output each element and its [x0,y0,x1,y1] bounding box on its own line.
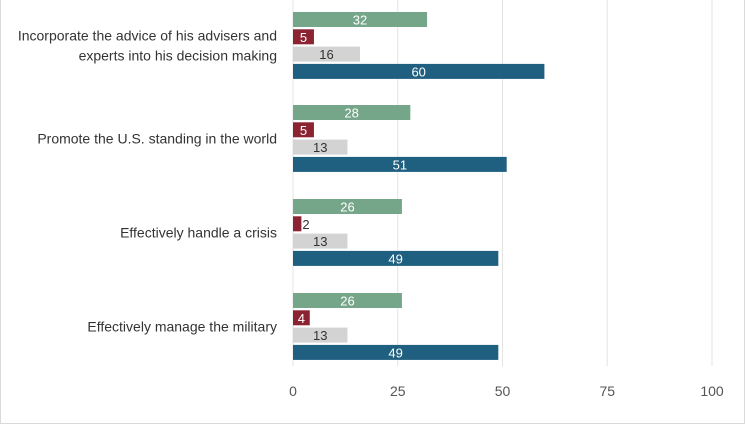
x-tick-label-0: 0 [289,383,297,399]
category-label-2-line-0: Effectively handle a crisis [120,224,277,240]
bar-cat2-series3 [293,250,499,266]
category-label-1-line-0: Promote the U.S. standing in the world [37,130,277,146]
category-label-0-line-0: Incorporate the advice of his advisers a… [18,27,277,43]
bar-cat2-series1 [293,216,302,232]
x-tick-label-75: 75 [599,383,615,399]
bar-cat3-series1 [293,310,310,326]
x-axis-ticks: 0 25 50 75 100 [289,383,724,399]
bar-label-cat3-series0: 26 [340,294,354,309]
bar-label-cat1-series3: 51 [393,157,407,172]
bar-label-cat0-series3: 60 [411,64,425,79]
bar-label-cat1-series1: 5 [300,123,307,138]
x-tick-label-25: 25 [390,383,406,399]
bar-cat0-series0 [293,12,428,27]
bar-label-cat2-series3: 49 [388,251,402,266]
bar-cat1-series3 [293,156,507,172]
bar-label-cat1-series2: 13 [313,140,327,155]
bar-cat1-series2 [293,139,348,155]
bar-label-cat3-series2: 13 [313,328,327,343]
category-label-3-line-0: Effectively manage the military [87,318,277,334]
bar-label-cat0-series2: 16 [319,47,333,62]
bar-label-cat2-series2: 13 [313,234,327,249]
bar-cat1-series0 [293,105,411,120]
bar-cat0-series3 [293,63,545,79]
bar-cat0-series2 [293,46,361,62]
bar-cat1-series1 [293,122,314,138]
bar-label-cat3-series1: 4 [298,311,305,326]
bar-label-cat1-series0: 28 [344,106,358,121]
bar-cat3-series0 [293,293,402,308]
bar-cat2-series0 [293,199,402,214]
bar-label-cat0-series0: 32 [353,13,367,28]
bar-label-cat2-series1: 2 [302,217,309,232]
bar-cat3-series3 [293,344,499,360]
bar-label-cat3-series3: 49 [388,345,402,360]
category-labels: Incorporate the advice of his advisers a… [18,27,277,334]
bars: 32 5 16 60 28 5 13 51 26 2 13 49 26 4 13 49 [293,12,545,360]
bar-cat0-series1 [293,29,314,45]
x-tick-label-50: 50 [495,383,511,399]
bar-cat3-series2 [293,327,348,343]
bar-label-cat0-series1: 5 [300,30,307,45]
bar-label-cat2-series0: 26 [340,200,354,215]
x-tick-label-100: 100 [700,383,724,399]
bar-cat2-series2 [293,233,348,249]
category-label-0-line-1: experts into his decision making [79,47,277,63]
